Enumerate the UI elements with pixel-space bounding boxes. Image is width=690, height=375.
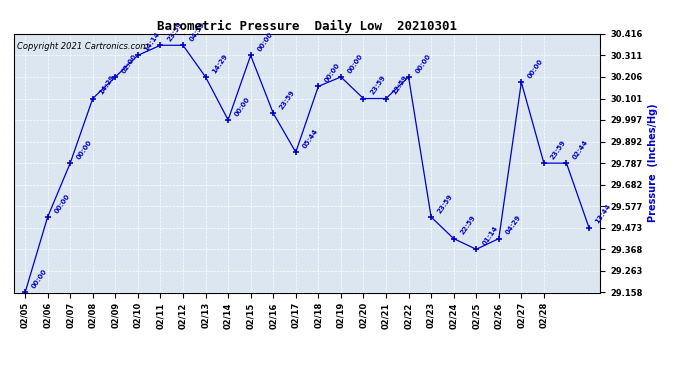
Text: 22:59: 22:59 <box>460 214 477 236</box>
Text: 14:14: 14:14 <box>144 31 161 52</box>
Text: 14:29: 14:29 <box>98 74 116 96</box>
Text: 12:59: 12:59 <box>391 74 409 96</box>
Text: 13:44: 13:44 <box>595 203 613 225</box>
Text: 02:00: 02:00 <box>121 53 139 74</box>
Text: 00:00: 00:00 <box>53 193 71 214</box>
Text: 00:00: 00:00 <box>324 62 342 84</box>
Text: Copyright 2021 Cartronics.com: Copyright 2021 Cartronics.com <box>17 42 148 51</box>
Text: 00:00: 00:00 <box>234 96 251 117</box>
Text: 02:44: 02:44 <box>572 139 590 160</box>
Text: 23:59: 23:59 <box>369 74 386 96</box>
Text: 04:29: 04:29 <box>504 214 522 236</box>
Y-axis label: Pressure  (Inches/Hg): Pressure (Inches/Hg) <box>648 104 658 222</box>
Text: 00:00: 00:00 <box>256 31 274 52</box>
Text: 05:44: 05:44 <box>302 128 319 150</box>
Text: 00:00: 00:00 <box>346 53 364 74</box>
Title: Barometric Pressure  Daily Low  20210301: Barometric Pressure Daily Low 20210301 <box>157 20 457 33</box>
Text: 01:14: 01:14 <box>482 225 500 246</box>
Text: 00:00: 00:00 <box>76 139 93 160</box>
Text: 00:00: 00:00 <box>414 53 432 74</box>
Text: 00:00: 00:00 <box>527 58 544 80</box>
Text: 23:59: 23:59 <box>549 139 567 160</box>
Text: 23:59: 23:59 <box>437 193 454 214</box>
Text: 23:59: 23:59 <box>166 21 184 42</box>
Text: 14:29: 14:29 <box>211 53 229 74</box>
Text: 04:59: 04:59 <box>188 21 206 42</box>
Text: 00:00: 00:00 <box>30 268 48 290</box>
Text: 23:59: 23:59 <box>279 89 296 110</box>
